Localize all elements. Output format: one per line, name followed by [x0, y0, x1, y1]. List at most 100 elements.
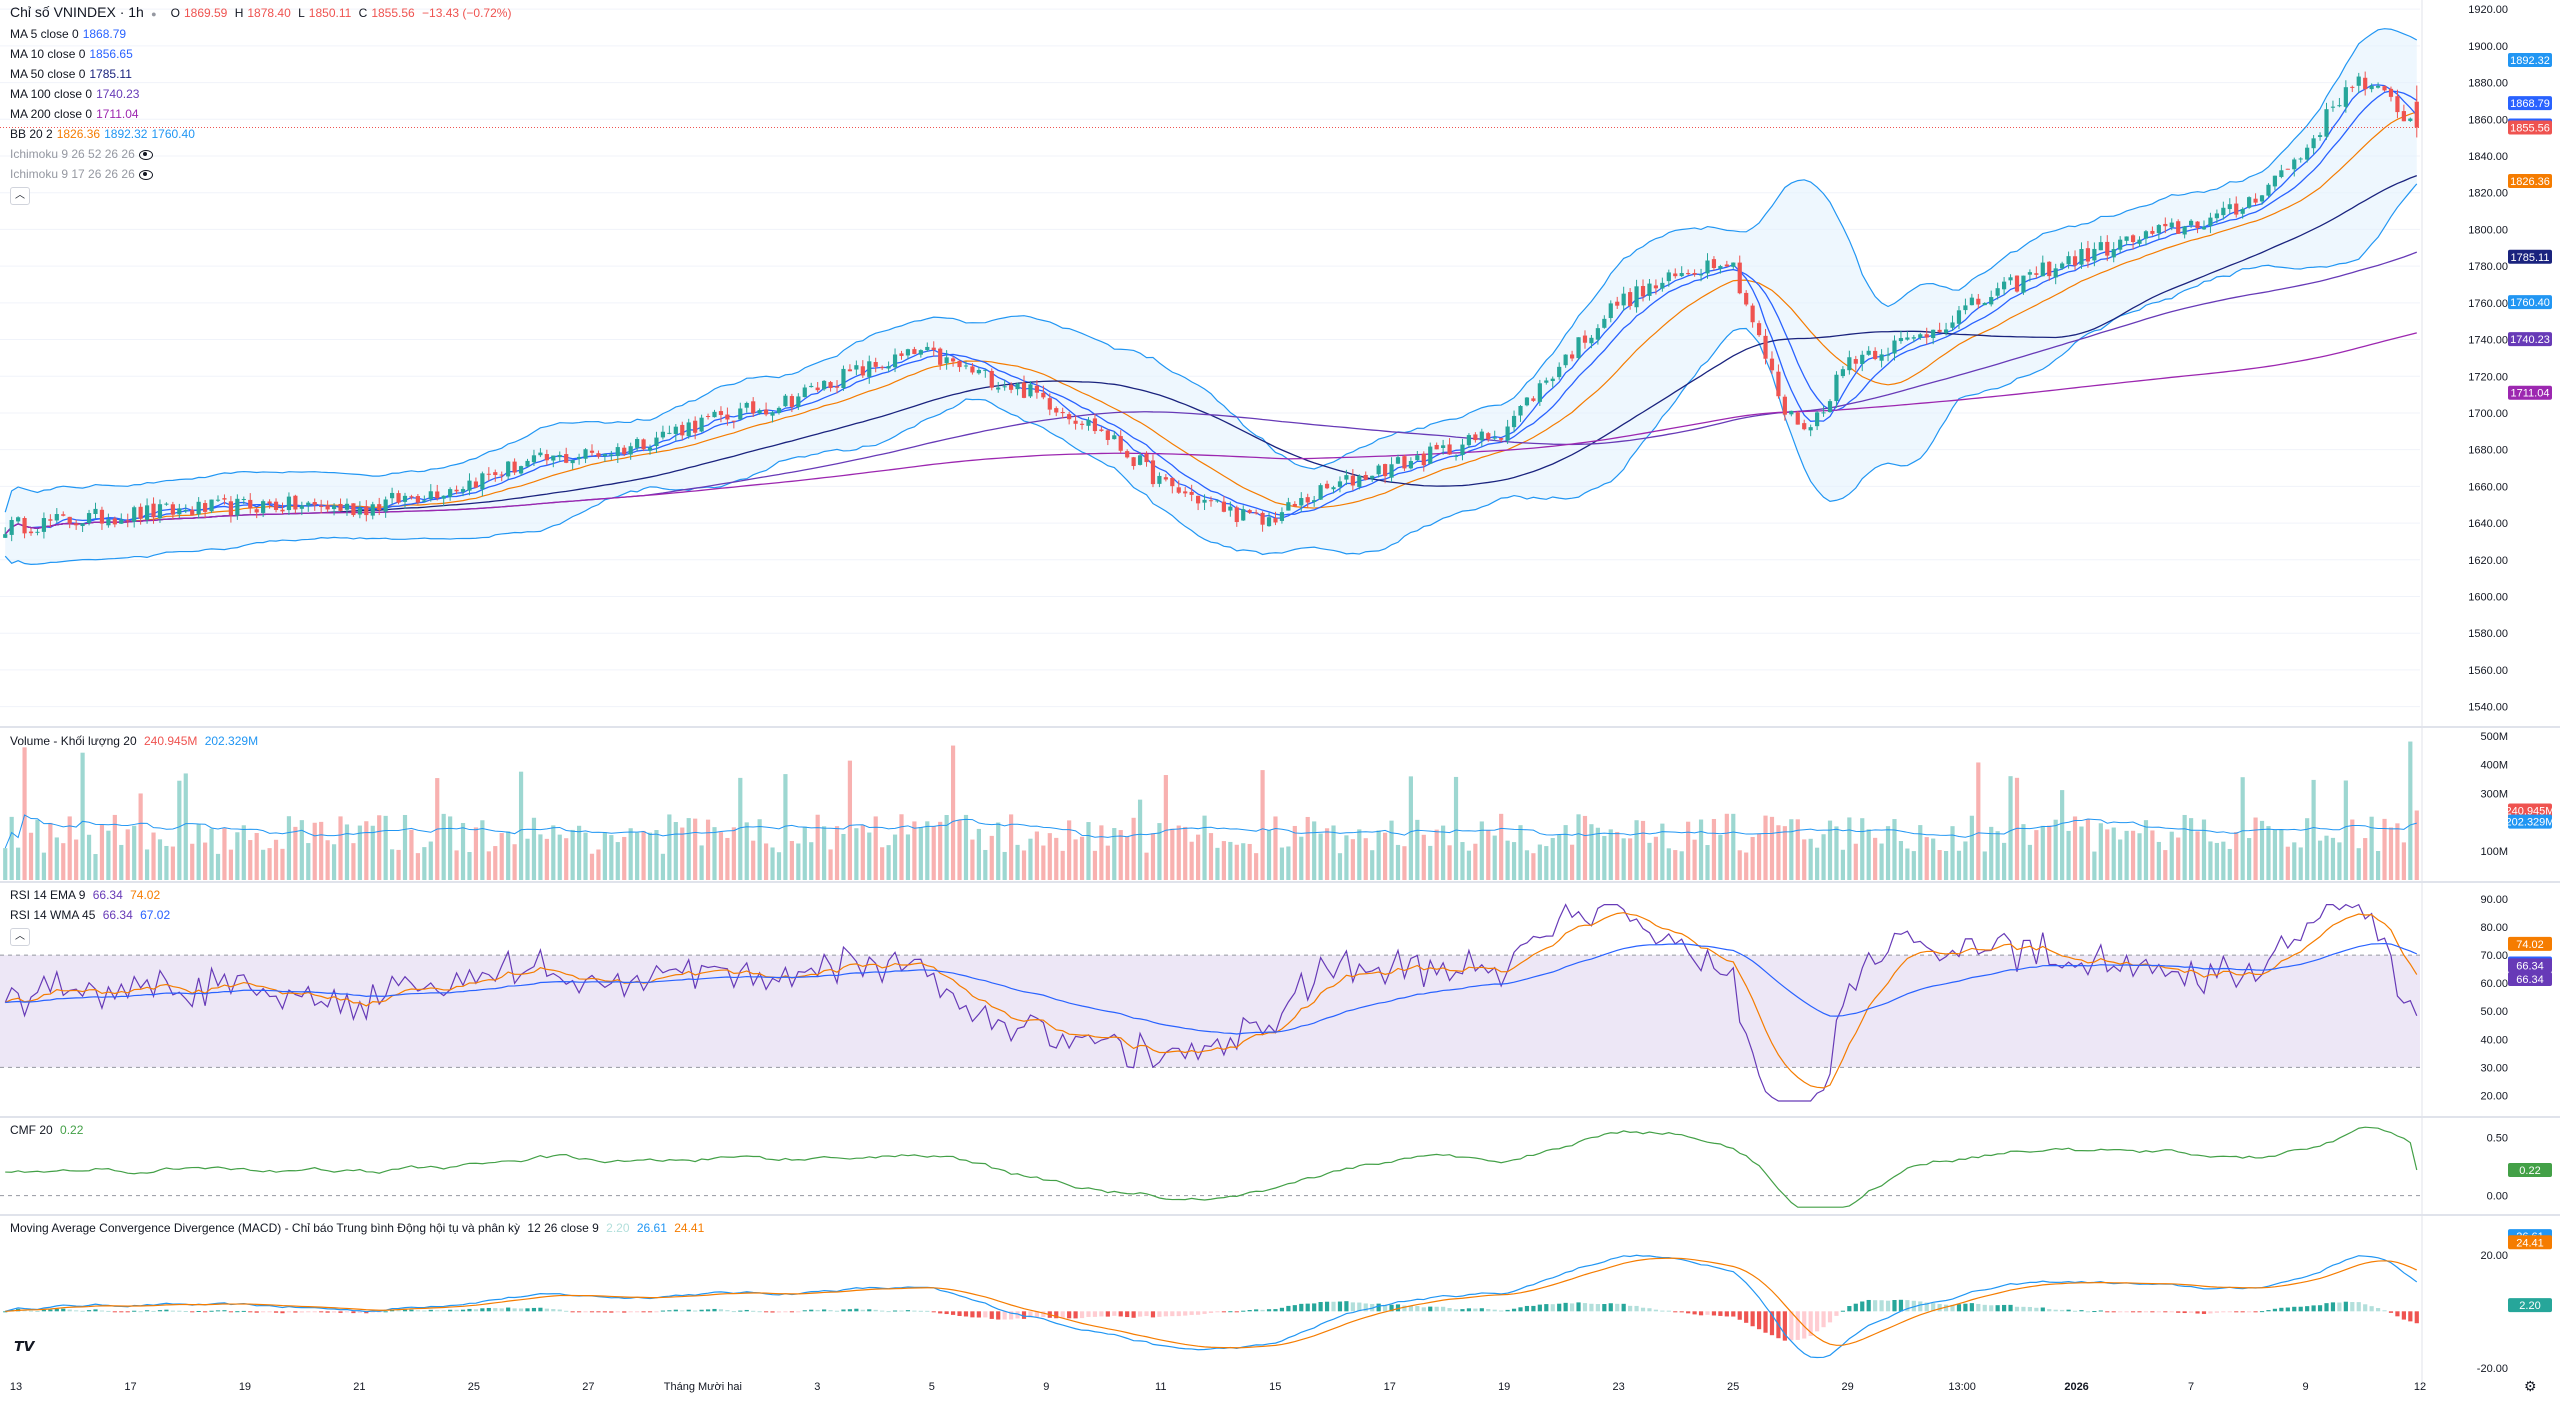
volume-bar	[1389, 820, 1394, 880]
volume-bar	[1789, 819, 1794, 880]
collapse-rsi-button[interactable]: ︿	[10, 928, 30, 946]
macd-histogram-bar	[370, 1311, 375, 1313]
candle-body	[1202, 499, 1207, 503]
price-tag: 1826.36	[2508, 174, 2552, 189]
macd-legend-name[interactable]: Moving Average Convergence Divergence (M…	[10, 1221, 521, 1235]
rsi-tick-label: 60.00	[2480, 978, 2508, 990]
candle	[1718, 264, 1723, 274]
hidden-eye-icon[interactable]	[138, 149, 153, 160]
time-tick-label: Tháng Mười hai	[664, 1381, 742, 1393]
candle	[2137, 236, 2142, 248]
macd-histogram-bar	[1337, 1301, 1343, 1312]
candle-body	[1144, 453, 1149, 463]
volume-bar	[886, 845, 891, 880]
ohlc-change: −13.43 (−0.72%)	[422, 6, 512, 20]
macd-histogram-bar	[338, 1311, 343, 1313]
candle	[1802, 419, 1807, 431]
volume-bar	[2292, 842, 2297, 880]
macd-histogram-bar	[67, 1309, 72, 1312]
candle	[1595, 324, 1600, 345]
macd-histogram-bar	[1402, 1305, 1407, 1312]
indicator-row[interactable]: MA 50 close 0 1785.11	[10, 64, 515, 84]
candle-body	[2060, 263, 2065, 269]
tradingview-logo-icon[interactable]: 𝙏𝙑	[14, 1338, 35, 1354]
volume-bar	[460, 822, 466, 880]
candle-body	[912, 349, 917, 354]
candle-body	[396, 493, 401, 503]
macd-tag: 2.20	[2508, 1298, 2552, 1313]
candle	[1312, 495, 1317, 507]
indicator-row[interactable]: Ichimoku 9 17 26 26 26	[10, 164, 515, 184]
candle-body	[970, 366, 975, 373]
macd-histogram-bar	[686, 1309, 691, 1312]
candle-body	[1563, 354, 1568, 366]
macd-histogram-bar	[93, 1309, 98, 1312]
indicator-name: Ichimoku 9 26 52 26 26	[10, 147, 135, 161]
volume-bar	[1215, 847, 1220, 880]
volume-bar	[415, 853, 420, 880]
volume-bar	[854, 828, 859, 880]
candle-body	[9, 519, 14, 535]
candle-body	[299, 505, 304, 509]
volume-tag-text: 240.945M	[2506, 805, 2555, 817]
candle	[905, 348, 911, 360]
candle	[1421, 451, 1426, 472]
indicator-row[interactable]: Ichimoku 9 26 52 26 26	[10, 144, 515, 164]
candle-body	[1808, 427, 1813, 431]
macd-legend-hist: 2.20	[606, 1221, 630, 1235]
volume-bar	[383, 815, 388, 880]
candle	[2098, 235, 2103, 251]
candle	[1118, 430, 1123, 453]
time-tick-label: 25	[1727, 1381, 1739, 1393]
macd-histogram-bar	[789, 1311, 794, 1313]
candle-body	[2350, 86, 2355, 88]
rsi-ema-line	[4, 912, 2418, 1089]
macd-histogram-bar	[157, 1310, 163, 1312]
candle	[731, 420, 736, 429]
hidden-eye-icon[interactable]	[138, 169, 153, 180]
candle-body	[1686, 273, 1691, 275]
gear-icon[interactable]: ⚙	[2524, 1378, 2537, 1394]
candle-body	[673, 426, 678, 434]
candle-body	[1370, 475, 1375, 479]
rsi-legend-name-2[interactable]: RSI 14 WMA 45	[10, 908, 96, 922]
macd-histogram-bar	[183, 1311, 188, 1313]
symbol-title[interactable]: Chỉ số VNINDEX · 1h	[10, 4, 144, 20]
volume-bar	[1621, 838, 1626, 880]
macd-histogram-bar	[460, 1309, 466, 1312]
candle-body	[325, 505, 330, 510]
indicator-row[interactable]: MA 10 close 0 1856.65	[10, 44, 515, 64]
cmf-legend-name[interactable]: CMF 20	[10, 1123, 53, 1137]
candle-body	[1505, 426, 1510, 441]
indicator-row[interactable]: BB 20 2 1826.36 1892.32 1760.40	[10, 124, 515, 144]
volume-bar	[1653, 836, 1659, 880]
volume-bar	[1060, 850, 1065, 880]
candle-body	[867, 361, 872, 377]
candle	[1370, 475, 1375, 482]
volume-bar	[1686, 821, 1691, 880]
rsi-tag-bg	[2508, 958, 2552, 973]
volume-bar	[931, 826, 936, 880]
price-tag-text: 1711.04	[2511, 388, 2550, 400]
candle-body	[2182, 226, 2187, 235]
collapse-legend-button[interactable]: ︿	[10, 187, 30, 205]
indicator-row[interactable]: MA 200 close 0 1711.04	[10, 104, 515, 124]
volume-tag: 202.329M	[2506, 814, 2554, 829]
macd-histogram-bar	[938, 1311, 943, 1314]
volume-bar	[557, 834, 562, 880]
rsi-legend-name-1[interactable]: RSI 14 EMA 9	[10, 888, 86, 902]
macd-histogram-bar	[705, 1309, 711, 1312]
indicator-row[interactable]: MA 100 close 0 1740.23	[10, 84, 515, 104]
indicator-row[interactable]: MA 5 close 0 1868.79	[10, 24, 515, 44]
macd-histogram-bar	[1105, 1311, 1110, 1317]
time-tick-label: 25	[468, 1381, 480, 1393]
candle-body	[615, 447, 620, 457]
macd-histogram-bar	[2356, 1302, 2361, 1312]
volume-bar	[2014, 777, 2020, 880]
macd-histogram-bar	[1202, 1311, 1207, 1314]
macd-histogram-bar	[860, 1309, 865, 1312]
candle-body	[22, 517, 27, 534]
volume-legend-name[interactable]: Volume - Khối lượng 20	[10, 734, 137, 748]
volume-bar	[209, 828, 214, 880]
